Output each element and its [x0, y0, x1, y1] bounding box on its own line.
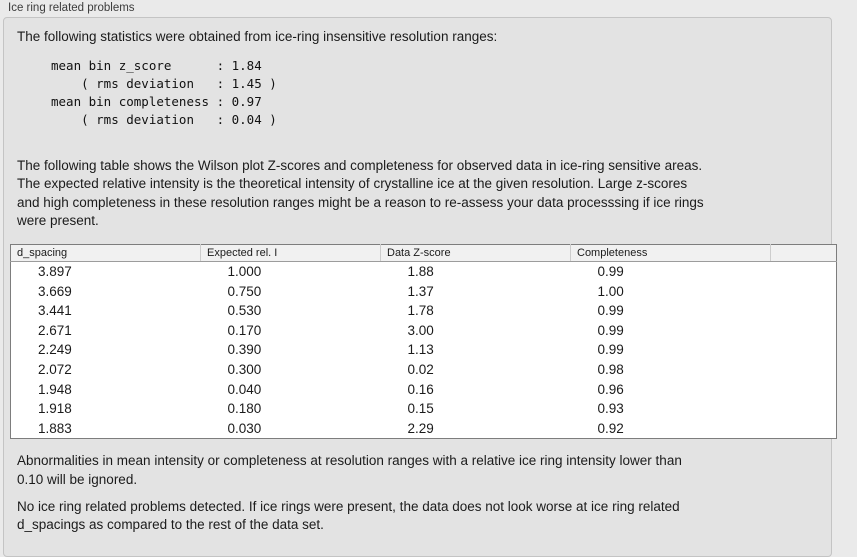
cell-expected-rel-i: 0.530 [227, 303, 262, 319]
table-row[interactable]: 1.918 0.180 0.15 0.93 [11, 399, 837, 419]
cell-empty [771, 360, 837, 380]
cell-d-spacing: 3.669 [38, 283, 72, 299]
cell-empty [771, 321, 837, 341]
cell-data-z-score: 1.78 [407, 303, 434, 319]
table-row[interactable]: 3.669 0.750 1.37 1.00 [11, 282, 837, 302]
table-row[interactable]: 1.948 0.040 0.16 0.96 [11, 380, 837, 400]
ignore-note: Abnormalities in mean intensity or compl… [17, 453, 682, 487]
cell-completeness: 0.92 [597, 420, 624, 436]
cell-expected-rel-i: 1.000 [227, 263, 262, 279]
table-row[interactable]: 2.249 0.390 1.13 0.99 [11, 340, 837, 360]
cell-expected-rel-i: 0.750 [227, 283, 262, 299]
cell-completeness: 0.99 [597, 342, 624, 358]
cell-empty [771, 340, 837, 360]
cell-expected-rel-i: 0.390 [227, 342, 262, 358]
cell-completeness: 0.98 [597, 361, 624, 377]
column-header-data-z-score[interactable]: Data Z-score [380, 244, 571, 262]
cell-data-z-score: 0.02 [407, 361, 434, 377]
table-description: The following table shows the Wilson plo… [17, 157, 704, 229]
cell-d-spacing: 2.671 [38, 322, 72, 338]
ice-ring-table: d_spacing Expected rel. I Data Z-score C… [10, 243, 837, 440]
cell-empty [771, 399, 837, 419]
cell-data-z-score: 1.13 [407, 342, 434, 358]
cell-d-spacing: 2.249 [38, 342, 72, 358]
cell-expected-rel-i: 0.300 [227, 361, 262, 377]
cell-expected-rel-i: 0.170 [227, 322, 262, 338]
column-header-d-spacing[interactable]: d_spacing [10, 244, 201, 262]
cell-data-z-score: 0.16 [407, 381, 434, 397]
cell-empty [771, 380, 837, 400]
table-header: d_spacing Expected rel. I Data Z-score C… [10, 244, 837, 262]
cell-expected-rel-i: 0.180 [227, 401, 262, 417]
ice-ring-panel: The following statistics were obtained f… [3, 17, 837, 557]
table-row[interactable]: 1.883 0.030 2.29 0.92 [11, 419, 837, 439]
cell-data-z-score: 1.88 [407, 263, 434, 279]
table-header-row: d_spacing Expected rel. I Data Z-score C… [10, 244, 837, 262]
cell-completeness: 0.99 [597, 322, 624, 338]
cell-empty [771, 282, 837, 302]
cell-data-z-score: 3.00 [407, 322, 434, 338]
cell-completeness: 1.00 [597, 283, 624, 299]
column-header-empty [770, 244, 837, 262]
cell-d-spacing: 1.918 [38, 401, 72, 417]
cell-completeness: 0.99 [597, 303, 624, 319]
table-row[interactable]: 3.441 0.530 1.78 0.99 [11, 301, 837, 321]
stats-block: mean bin z_score : 1.84 ( rms deviation … [51, 57, 277, 127]
cell-data-z-score: 0.15 [407, 401, 434, 417]
cell-expected-rel-i: 0.030 [227, 420, 262, 436]
cell-completeness: 0.96 [597, 381, 624, 397]
table-row[interactable]: 2.072 0.300 0.02 0.98 [11, 360, 837, 380]
groupbox-title: Ice ring related problems [8, 2, 135, 14]
cell-empty [771, 301, 837, 321]
cell-data-z-score: 2.29 [407, 420, 434, 436]
cell-empty [771, 419, 837, 439]
cell-data-z-score: 1.37 [407, 283, 434, 299]
cell-d-spacing: 1.948 [38, 381, 72, 397]
cell-completeness: 0.99 [597, 263, 624, 279]
conclusion-text: No ice ring related problems detected. I… [17, 498, 680, 533]
column-header-completeness[interactable]: Completeness [570, 244, 771, 262]
cell-d-spacing: 2.072 [38, 361, 72, 377]
table-row[interactable]: 3.897 1.000 1.88 0.99 [11, 261, 837, 281]
cell-d-spacing: 3.897 [38, 263, 72, 279]
cell-expected-rel-i: 0.040 [227, 381, 262, 397]
cell-completeness: 0.93 [597, 401, 624, 417]
table-body: 3.897 1.000 1.88 0.99 3.669 0.750 1.37 1… [11, 261, 837, 438]
ice-ring-report-page: { "panel": { "title": "Ice ring related … [3, 2, 837, 557]
column-header-expected-rel-i[interactable]: Expected rel. I [200, 244, 381, 262]
cell-d-spacing: 3.441 [38, 303, 72, 319]
intro-text: The following statistics were obtained f… [17, 29, 498, 44]
cell-d-spacing: 1.883 [38, 420, 72, 436]
cell-empty [771, 261, 837, 281]
table-row[interactable]: 2.671 0.170 3.00 0.99 [11, 321, 837, 341]
